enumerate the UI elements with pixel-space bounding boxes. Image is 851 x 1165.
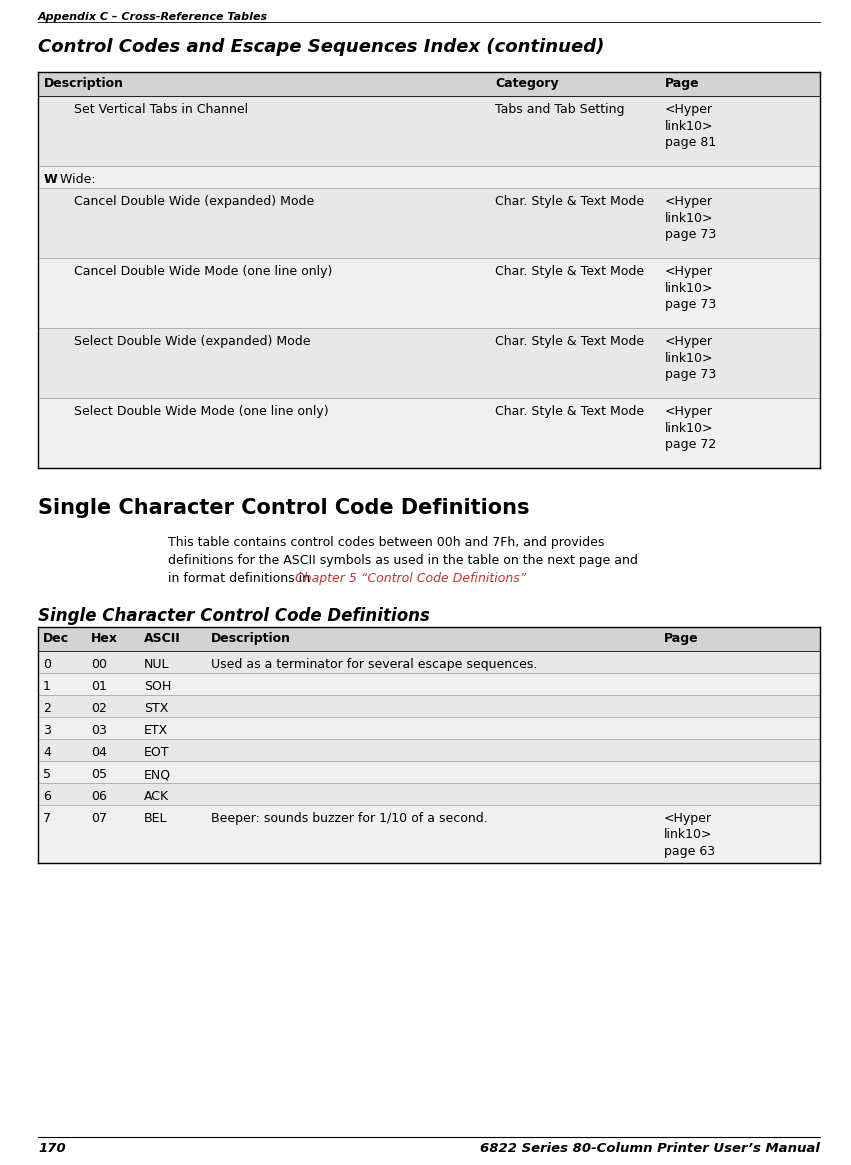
Text: This table contains control codes between 00h and 7Fh, and provides: This table contains control codes betwee…: [168, 536, 604, 549]
Text: 2: 2: [43, 702, 51, 715]
Text: Category: Category: [495, 77, 558, 90]
Text: ASCII: ASCII: [144, 631, 180, 645]
Text: Cancel Double Wide (expanded) Mode: Cancel Double Wide (expanded) Mode: [74, 195, 314, 209]
Text: Char. Style & Text Mode: Char. Style & Text Mode: [495, 264, 644, 278]
Text: 0: 0: [43, 658, 51, 671]
Text: <Hyper
link10>
page 73: <Hyper link10> page 73: [665, 195, 717, 241]
Text: ETX: ETX: [144, 723, 168, 737]
Text: 170: 170: [38, 1142, 66, 1155]
Text: SOH: SOH: [144, 680, 171, 693]
Text: Control Codes and Escape Sequences Index (continued): Control Codes and Escape Sequences Index…: [38, 38, 604, 56]
Text: BEL: BEL: [144, 812, 168, 825]
Text: <Hyper
link10>
page 72: <Hyper link10> page 72: [665, 405, 717, 451]
Text: ACK: ACK: [144, 790, 169, 803]
Bar: [38, 627, 820, 651]
Text: 6822 Series 80-Column Printer User’s Manual: 6822 Series 80-Column Printer User’s Man…: [480, 1142, 820, 1155]
Bar: [38, 72, 820, 96]
Text: Page: Page: [664, 631, 699, 645]
Text: <Hyper
link10>
page 81: <Hyper link10> page 81: [665, 103, 717, 149]
Text: Used as a terminator for several escape sequences.: Used as a terminator for several escape …: [211, 658, 537, 671]
Text: Char. Style & Text Mode: Char. Style & Text Mode: [495, 195, 644, 209]
Text: Set Vertical Tabs in Channel: Set Vertical Tabs in Channel: [74, 103, 248, 117]
Text: 00: 00: [91, 658, 107, 671]
Text: W: W: [44, 172, 58, 186]
Text: 3: 3: [43, 723, 51, 737]
Text: 01: 01: [91, 680, 107, 693]
Text: Single Character Control Code Definitions: Single Character Control Code Definition…: [38, 497, 529, 518]
Text: ENQ: ENQ: [144, 768, 171, 781]
Text: 05: 05: [91, 768, 107, 781]
Bar: [38, 696, 820, 716]
Text: <Hyper
link10>
page 63: <Hyper link10> page 63: [664, 812, 715, 857]
Text: 5: 5: [43, 768, 51, 781]
Text: 4: 4: [43, 746, 51, 760]
Text: Description: Description: [211, 631, 291, 645]
Text: Char. Style & Text Mode: Char. Style & Text Mode: [495, 405, 644, 418]
Text: Char. Style & Text Mode: Char. Style & Text Mode: [495, 336, 644, 348]
Bar: [38, 257, 820, 329]
Text: Beeper: sounds buzzer for 1/10 of a second.: Beeper: sounds buzzer for 1/10 of a seco…: [211, 812, 488, 825]
Text: 6: 6: [43, 790, 51, 803]
Bar: [38, 716, 820, 739]
Bar: [38, 651, 820, 673]
Text: Description: Description: [44, 77, 124, 90]
Text: STX: STX: [144, 702, 168, 715]
Text: Hex: Hex: [91, 631, 118, 645]
Text: 06: 06: [91, 790, 107, 803]
Bar: [38, 398, 820, 468]
Text: 02: 02: [91, 702, 107, 715]
Text: <Hyper
link10>
page 73: <Hyper link10> page 73: [665, 264, 717, 311]
Text: NUL: NUL: [144, 658, 169, 671]
Text: definitions for the ASCII symbols as used in the table on the next page and: definitions for the ASCII symbols as use…: [168, 555, 638, 567]
Text: Wide:: Wide:: [56, 172, 95, 186]
Text: Cancel Double Wide Mode (one line only): Cancel Double Wide Mode (one line only): [74, 264, 333, 278]
Bar: [38, 188, 820, 257]
Text: Tabs and Tab Setting: Tabs and Tab Setting: [495, 103, 625, 117]
Text: EOT: EOT: [144, 746, 169, 760]
Text: Chapter 5 “Control Code Definitions”: Chapter 5 “Control Code Definitions”: [295, 572, 526, 585]
Text: 1: 1: [43, 680, 51, 693]
Bar: [38, 96, 820, 165]
Text: .: .: [490, 572, 494, 585]
Text: Dec: Dec: [43, 631, 69, 645]
Bar: [38, 783, 820, 805]
Bar: [38, 761, 820, 783]
Bar: [38, 165, 820, 188]
Bar: [38, 673, 820, 696]
Text: 04: 04: [91, 746, 107, 760]
Text: Single Character Control Code Definitions: Single Character Control Code Definition…: [38, 607, 430, 624]
Text: 7: 7: [43, 812, 51, 825]
Text: 07: 07: [91, 812, 107, 825]
Bar: [38, 739, 820, 761]
Bar: [38, 329, 820, 398]
Text: 03: 03: [91, 723, 107, 737]
Text: Appendix C – Cross-Reference Tables: Appendix C – Cross-Reference Tables: [38, 12, 268, 22]
Text: Select Double Wide (expanded) Mode: Select Double Wide (expanded) Mode: [74, 336, 311, 348]
Text: Page: Page: [665, 77, 700, 90]
Text: <Hyper
link10>
page 73: <Hyper link10> page 73: [665, 336, 717, 381]
Text: in format definitions in: in format definitions in: [168, 572, 314, 585]
Bar: [38, 805, 820, 863]
Text: Select Double Wide Mode (one line only): Select Double Wide Mode (one line only): [74, 405, 328, 418]
